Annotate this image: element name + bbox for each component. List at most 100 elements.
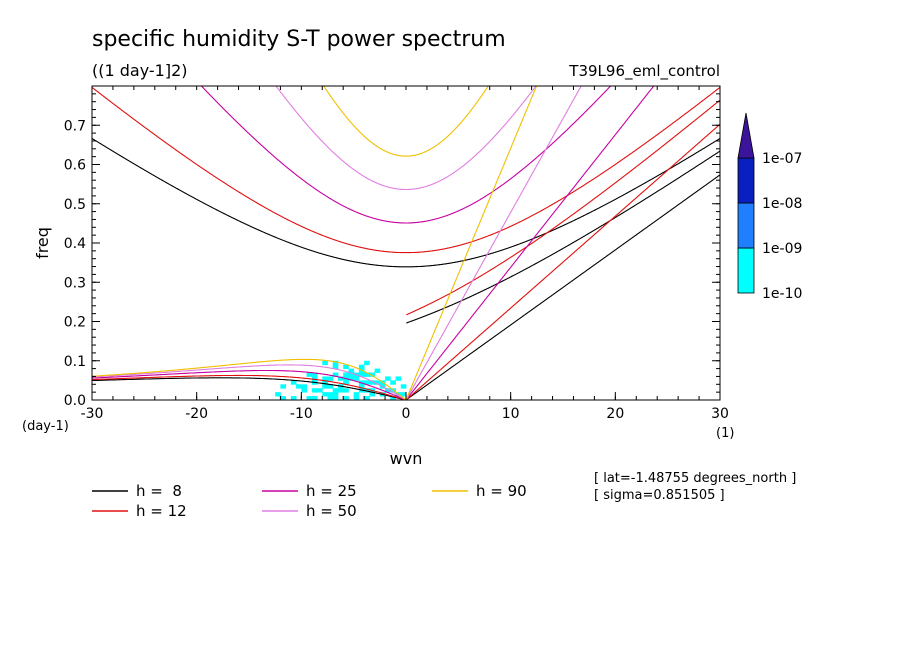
rossby-curve-h12 [92, 374, 407, 400]
heatmap-cell [332, 396, 339, 401]
x-axis-unit: (1) [716, 426, 734, 441]
heatmap-cell [290, 380, 297, 385]
kelvin-curve-h8 [405, 174, 720, 400]
heatmap-cell [337, 376, 344, 381]
heatmap-cell [364, 380, 370, 385]
kelvin-curve-h25 [405, 86, 655, 400]
x-tick-label: -10 [290, 406, 313, 422]
y-tick-label: 0.0 [64, 393, 86, 409]
heatmap-cell [353, 392, 360, 397]
colorbar-swatch [737, 157, 755, 204]
x-tick-label: -30 [81, 406, 104, 422]
heatmap-cell [311, 376, 318, 381]
heatmap-cell [322, 376, 328, 381]
inertio-gravity-curve-h12 [92, 86, 720, 254]
kelvin-curve-h12 [405, 124, 720, 400]
colorbar-extend-triangle [737, 112, 755, 159]
heatmap-cell [343, 396, 349, 401]
rossby-curve-h25 [92, 369, 407, 400]
colorbar: 1e-10 1e-09 1e-08 1e-07 [737, 112, 802, 302]
y-tick-label: 0.7 [64, 118, 86, 134]
heatmap-cell [395, 376, 402, 381]
heatmap-cell [332, 372, 339, 377]
colorbar-label: 1e-07 [762, 151, 802, 167]
heatmap-cell [385, 376, 391, 381]
heatmap-cell [348, 368, 355, 373]
heatmap-cell [374, 368, 381, 373]
heatmap-cell [280, 384, 287, 389]
heatmap-cell [327, 376, 334, 381]
sigma-annotation: [ sigma=0.851505 ] [594, 488, 725, 503]
heatmap-cell [343, 380, 349, 385]
y-tick-label: 0.2 [64, 315, 86, 331]
x-tick-label: 30 [711, 406, 729, 422]
heatmap-cell [358, 384, 365, 389]
legend-label: h = 25 [306, 482, 357, 500]
heatmap-cell [400, 392, 407, 397]
heatmap-cell [332, 364, 339, 370]
inertio-gravity-curve-h8 [92, 137, 720, 268]
x-axis-ticks: -30 -20 -10 0 10 20 30 [81, 86, 729, 422]
heatmap-cell [364, 388, 370, 393]
heatmap-cell [322, 360, 328, 366]
heatmap-cell [348, 372, 355, 377]
legend-label: h = 8 [136, 482, 182, 500]
heatmap-cell [369, 372, 375, 377]
colorbar-label: 1e-09 [762, 241, 802, 257]
heatmap-cell [332, 392, 339, 397]
colorbar-swatch [737, 202, 755, 249]
heatmap-cell [311, 372, 318, 377]
heatmap-cell [337, 388, 344, 393]
legend-label: h = 50 [306, 502, 357, 520]
lat-annotation: [ lat=-1.48755 degrees_north ] [594, 471, 796, 486]
run-label: T39L96_eml_control [568, 62, 720, 81]
chart-title: specific humidity S-T power spectrum [92, 27, 506, 52]
heatmap-cell [327, 392, 334, 397]
heatmap-cell [317, 388, 323, 393]
y-tick-label: 0.3 [64, 275, 86, 291]
x-tick-label: -20 [185, 406, 208, 422]
heatmap-cell [385, 388, 391, 393]
x-axis-label: wvn [390, 449, 423, 468]
heatmap-cell [280, 396, 287, 401]
colorbar-label: 1e-10 [762, 286, 802, 302]
heatmap-cell [306, 372, 313, 377]
inertio-gravity-curve-h25 [200, 86, 612, 224]
heatmap-cell [369, 380, 375, 385]
heatmap-cell [332, 360, 339, 366]
heatmap-cell [322, 392, 328, 397]
heatmap-cell [348, 376, 355, 381]
heatmap-cell [301, 388, 307, 393]
x-tick-label: 10 [502, 406, 520, 422]
heatmap-cell [390, 380, 396, 385]
heatmap-cell [311, 396, 318, 401]
heatmap-cell [364, 360, 370, 366]
dispersion-curves [92, 86, 720, 400]
kelvin-curve-h50 [405, 86, 582, 400]
heatmap-cell [364, 372, 370, 377]
chart-subtitle: ((1 day-1]2) [92, 61, 188, 80]
y-axis-label: freq [33, 227, 52, 259]
kelvin-curve-h90 [405, 86, 538, 400]
y-axis-unit: (day-1) [22, 419, 69, 434]
heatmap-cell [374, 380, 381, 385]
heatmap-cell [306, 396, 313, 401]
heatmap-cell [275, 392, 281, 397]
heatmap-cell [332, 388, 339, 393]
heatmap-cell [290, 396, 297, 401]
colorbar-label: 1e-08 [762, 196, 802, 212]
heatmap-cell [311, 388, 318, 393]
rossby-curve-h50 [92, 364, 407, 400]
rossby-curve-h90 [92, 358, 407, 400]
y-tick-label: 0.1 [64, 354, 86, 370]
heatmap-cell [327, 396, 334, 401]
heatmap-cell [400, 384, 407, 389]
y-axis-ticks: 0.0 0.1 0.2 0.3 0.4 0.5 0.6 0.7 [64, 85, 720, 409]
heatmap-cell [301, 384, 307, 389]
inertio-gravity-curve-h90 [323, 86, 489, 157]
heatmap-cell [358, 372, 365, 377]
heatmap-cell [322, 384, 328, 389]
y-tick-label: 0.6 [64, 158, 86, 174]
heatmap-cell [296, 384, 302, 389]
